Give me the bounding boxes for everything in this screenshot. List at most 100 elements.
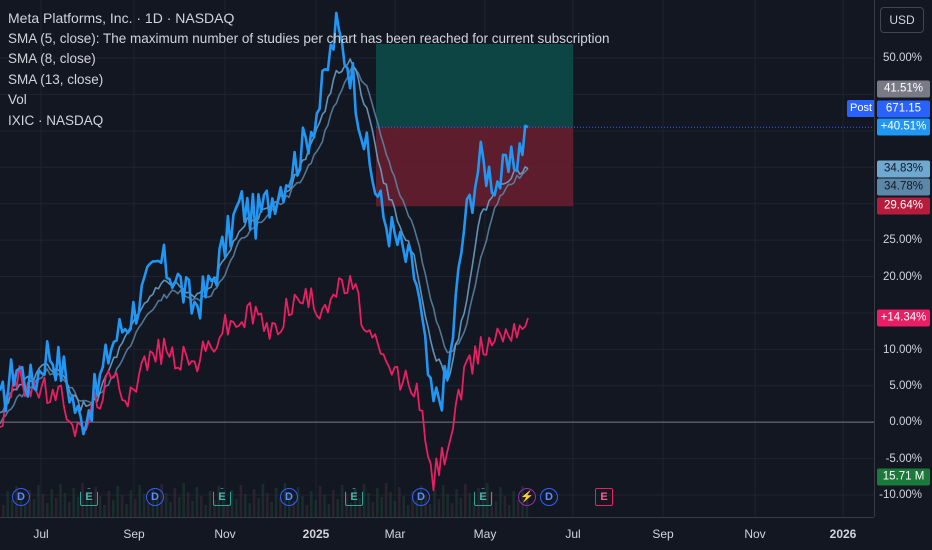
volume-bar: [279, 497, 282, 517]
volume-bar: [68, 502, 71, 517]
volume-bar: [24, 504, 27, 517]
volume-bar: [41, 494, 45, 517]
volume-bar: [349, 503, 353, 517]
volume-bar: [252, 489, 256, 517]
volume-bar: [292, 501, 295, 517]
dividend-marker[interactable]: D: [412, 488, 430, 506]
volume-bar: [402, 496, 405, 517]
series-sma13: [0, 65, 529, 425]
tag-meta-change: +40.51%: [877, 118, 930, 136]
volume-bar: [200, 496, 203, 517]
earnings-marker[interactable]: E: [213, 488, 231, 506]
price-chart[interactable]: [0, 0, 874, 517]
tag-volume: 15.71 M: [877, 468, 930, 486]
volume-bar: [512, 491, 515, 517]
volume-bar: [424, 495, 427, 517]
earnings-marker[interactable]: E: [474, 488, 492, 506]
volume-bar: [156, 498, 159, 517]
volume-bar: [32, 499, 36, 517]
volume-bar: [406, 505, 410, 517]
volume-bar: [98, 496, 102, 517]
volume-bar: [481, 497, 485, 517]
volume-bar: [226, 504, 229, 517]
volume-bar: [371, 502, 375, 517]
tag-sma13: 34.78%: [877, 178, 930, 196]
legend-ixic[interactable]: IXIC · NASDAQ: [8, 112, 104, 128]
volume-bar: [310, 491, 313, 517]
volume-bar: [472, 502, 476, 517]
volume-bar: [28, 490, 31, 517]
volume-bar: [428, 504, 432, 517]
dividend-marker[interactable]: D: [540, 488, 558, 506]
volume-bar: [301, 496, 304, 517]
volume-bar: [19, 495, 23, 517]
volume-bar: [266, 493, 269, 517]
volume-bar: [244, 494, 247, 517]
volume-bar: [516, 500, 520, 517]
price-scale[interactable]: 50.00% 25.00% 20.00% 10.00% 5.00% 0.00% …: [874, 0, 932, 517]
volume-bar: [398, 487, 401, 517]
time-axis[interactable]: Jul Sep Nov 2025 Mar May Jul Sep Nov 202…: [0, 517, 874, 550]
volume-bar: [486, 483, 489, 517]
volume-bar: [358, 498, 361, 517]
volume-bar: [494, 501, 498, 517]
volume-bar: [296, 487, 300, 517]
price-tick: 5.00%: [889, 380, 922, 392]
volume-bar: [248, 503, 251, 517]
volume-bar: [415, 500, 419, 517]
legend-vol[interactable]: Vol: [8, 92, 27, 108]
volume-bar: [63, 493, 67, 517]
dividend-marker[interactable]: D: [12, 488, 30, 506]
volume-bar: [54, 498, 58, 517]
time-label: Nov: [744, 527, 766, 541]
volume-bar: [90, 501, 93, 517]
volume-bar: [468, 493, 471, 517]
tag-position-stop: 29.64%: [877, 197, 930, 215]
time-label: Mar: [384, 527, 406, 541]
earnings-marker[interactable]: E: [595, 488, 613, 506]
volume-bar: [336, 499, 339, 517]
split-icon[interactable]: ⚡: [518, 488, 536, 506]
volume-bar: [508, 505, 511, 517]
volume-bar: [222, 495, 225, 517]
price-tick: -10.00%: [879, 489, 922, 501]
volume-bar: [147, 503, 150, 517]
volume-bar: [2, 505, 5, 517]
price-tick: 0.00%: [889, 416, 922, 428]
legend-sma8[interactable]: SMA (8, close): [8, 51, 96, 67]
volume-bar: [191, 501, 194, 517]
volume-bar: [129, 490, 133, 517]
legend-symbol-title[interactable]: Meta Platforms, Inc. · 1D · NASDAQ: [8, 10, 235, 26]
volume-bar: [195, 487, 199, 517]
earnings-marker[interactable]: E: [80, 488, 98, 506]
volume-bar: [208, 491, 212, 517]
legend-sma13[interactable]: SMA (13, close): [8, 71, 104, 87]
volume-bar: [37, 485, 40, 517]
dividend-marker[interactable]: D: [280, 488, 298, 506]
time-label: Sep: [652, 527, 674, 541]
tag-ixic-change: +14.34%: [877, 309, 930, 327]
price-tick: 10.00%: [882, 344, 922, 356]
volume-bar: [362, 484, 366, 517]
earnings-marker[interactable]: E: [345, 488, 363, 506]
volume-bar: [376, 488, 379, 517]
price-tick: -5.00%: [885, 453, 922, 465]
currency-button[interactable]: USD: [880, 7, 924, 33]
chart-area[interactable]: Meta Platforms, Inc. · 1D · NASDAQ SMA (…: [0, 0, 874, 517]
volume-bar: [81, 483, 84, 517]
volume-bar: [239, 485, 243, 517]
volume-bar: [433, 490, 436, 517]
volume-bar: [446, 494, 449, 517]
volume-bar: [107, 491, 111, 517]
volume-bar: [384, 483, 388, 517]
volume-bar: [230, 490, 234, 517]
legend-sma5[interactable]: SMA (5, close): The maximum number of st…: [8, 30, 610, 46]
tag-sma8: 34.83%: [877, 160, 930, 178]
volume-bar: [450, 503, 454, 517]
volume-bar: [442, 485, 445, 517]
volume-bar: [437, 499, 441, 517]
dividend-marker[interactable]: D: [146, 488, 164, 506]
time-label: May: [473, 527, 497, 541]
volume-bar: [318, 486, 322, 517]
time-label: Sep: [123, 527, 145, 541]
